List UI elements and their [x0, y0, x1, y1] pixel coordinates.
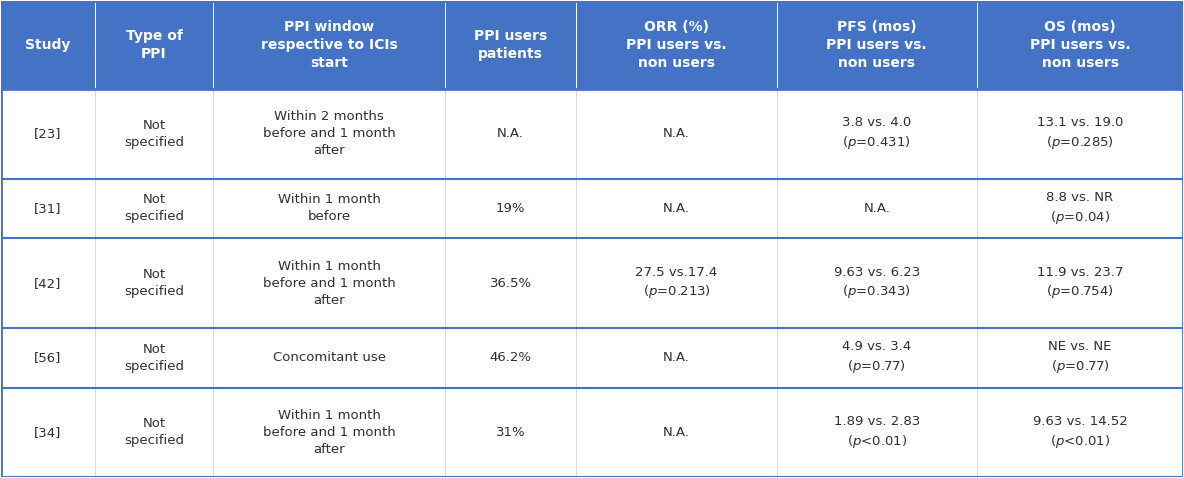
Text: [56]: [56]	[34, 351, 62, 364]
Text: 8.8 vs. NR
($p$=0.04): 8.8 vs. NR ($p$=0.04)	[1047, 191, 1114, 226]
Bar	[1, 388, 1183, 478]
Bar	[1, 178, 1183, 238]
Text: Within 1 month
before and 1 month
after: Within 1 month before and 1 month after	[263, 260, 395, 306]
Text: 19%: 19%	[496, 202, 526, 215]
Bar	[1, 328, 1183, 388]
Text: 46.2%: 46.2%	[490, 351, 532, 364]
Text: Within 1 month
before and 1 month
after: Within 1 month before and 1 month after	[263, 409, 395, 456]
Text: N.A.: N.A.	[497, 127, 525, 140]
Text: PFS (mos)
PPI users vs.
non users: PFS (mos) PPI users vs. non users	[826, 20, 927, 70]
Text: [23]: [23]	[34, 127, 62, 140]
Text: PPI window
respective to ICIs
start: PPI window respective to ICIs start	[260, 20, 398, 70]
Text: Concomitant use: Concomitant use	[272, 351, 386, 364]
Text: OS (mos)
PPI users vs.
non users: OS (mos) PPI users vs. non users	[1030, 20, 1131, 70]
Text: Not
specified: Not specified	[124, 119, 184, 149]
Text: 1.89 vs. 2.83
($p$<0.01): 1.89 vs. 2.83 ($p$<0.01)	[834, 415, 920, 450]
Text: Type of
PPI: Type of PPI	[126, 29, 182, 61]
Text: N.A.: N.A.	[663, 202, 690, 215]
Text: 9.63 vs. 14.52
($p$<0.01): 9.63 vs. 14.52 ($p$<0.01)	[1032, 415, 1127, 450]
Text: Not
specified: Not specified	[124, 417, 184, 447]
Bar	[445, 0, 577, 89]
Text: [42]: [42]	[34, 277, 62, 290]
Bar	[777, 0, 977, 89]
Bar	[213, 0, 445, 89]
Text: Study: Study	[25, 38, 70, 52]
Text: N.A.: N.A.	[663, 127, 690, 140]
Text: N.A.: N.A.	[863, 202, 890, 215]
Text: 9.63 vs. 6.23
($p$=0.343): 9.63 vs. 6.23 ($p$=0.343)	[834, 266, 920, 301]
Text: Within 2 months
before and 1 month
after: Within 2 months before and 1 month after	[263, 110, 395, 157]
Text: [34]: [34]	[34, 426, 62, 439]
Bar	[1, 89, 1183, 178]
Bar	[577, 0, 777, 89]
Text: N.A.: N.A.	[663, 351, 690, 364]
Text: Not
specified: Not specified	[124, 268, 184, 298]
Text: Not
specified: Not specified	[124, 343, 184, 373]
Text: Not
specified: Not specified	[124, 194, 184, 223]
Text: 13.1 vs. 19.0
($p$=0.285): 13.1 vs. 19.0 ($p$=0.285)	[1037, 116, 1124, 151]
Text: N.A.: N.A.	[663, 426, 690, 439]
Text: 4.9 vs. 3.4
($p$=0.77): 4.9 vs. 3.4 ($p$=0.77)	[842, 340, 912, 375]
Text: PPI users
patients: PPI users patients	[474, 29, 547, 61]
Bar	[1, 0, 95, 89]
Text: 11.9 vs. 23.7
($p$=0.754): 11.9 vs. 23.7 ($p$=0.754)	[1037, 266, 1124, 301]
Bar	[1, 238, 1183, 328]
Bar	[977, 0, 1183, 89]
Text: ORR (%)
PPI users vs.
non users: ORR (%) PPI users vs. non users	[626, 20, 727, 70]
Text: NE vs. NE
($p$=0.77): NE vs. NE ($p$=0.77)	[1048, 340, 1112, 375]
Text: 36.5%: 36.5%	[490, 277, 532, 290]
Text: [31]: [31]	[34, 202, 62, 215]
Text: 27.5 vs.17.4
($p$=0.213): 27.5 vs.17.4 ($p$=0.213)	[636, 266, 718, 301]
Text: 3.8 vs. 4.0
($p$=0.431): 3.8 vs. 4.0 ($p$=0.431)	[842, 116, 912, 151]
Text: 31%: 31%	[496, 426, 526, 439]
Text: Within 1 month
before: Within 1 month before	[278, 194, 380, 223]
Bar	[95, 0, 213, 89]
